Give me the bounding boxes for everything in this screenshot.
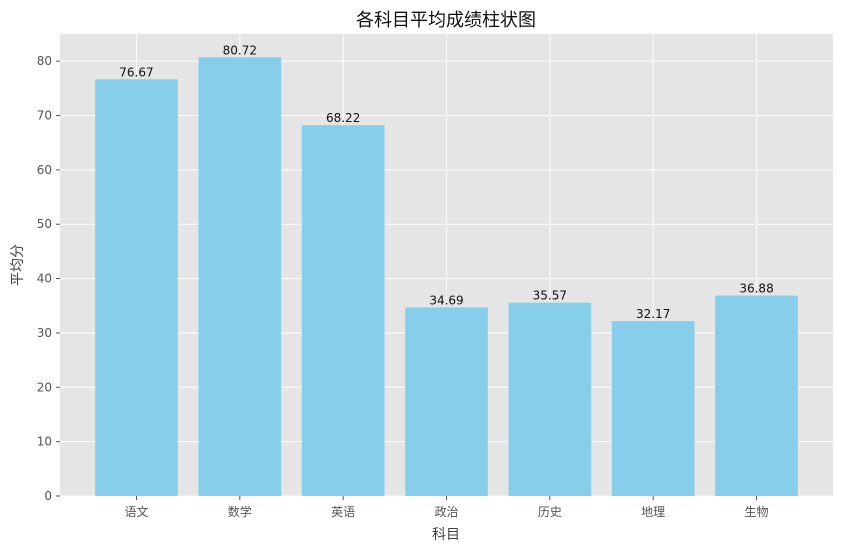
bar-value-label: 80.72 [223,43,257,57]
x-tick-label: 地理 [641,505,665,519]
chart-title: 各科目平均成绩柱状图 [356,10,536,31]
y-tick-label: 30 [37,326,52,340]
bar [611,321,695,496]
bar-value-label: 76.67 [119,65,153,79]
bar [405,307,488,496]
y-tick-label: 70 [37,109,52,123]
y-tick-label: 10 [37,435,52,449]
x-tick-label: 历史 [538,505,562,519]
bar [95,79,178,496]
y-axis: 0 10 20 30 40 50 60 70 80 [37,54,60,503]
bars [95,57,798,497]
bar [198,57,282,496]
y-tick-label: 80 [37,54,52,68]
y-tick-label: 50 [37,217,52,231]
bar [508,302,592,496]
bar-value-label: 34.69 [429,293,463,307]
x-tick-label: 政治 [434,505,458,519]
bar-value-label: 68.22 [326,111,360,125]
y-tick-label: 40 [37,272,52,286]
bar-value-label: 32.17 [636,307,670,321]
x-tick-label: 生物 [745,505,769,519]
x-tick-label: 语文 [124,504,148,519]
bar [715,295,798,496]
x-axis-label: 科目 [432,527,460,543]
x-tick-label: 英语 [331,505,355,519]
data-labels: 76.67 80.72 68.22 34.69 35.57 32.17 36.88 [119,43,773,321]
bar-value-label: 36.88 [739,282,773,296]
x-axis: 语文 数学 英语 政治 历史 地理 生物 [124,496,769,519]
y-tick-label: 60 [37,163,52,177]
bar-value-label: 35.57 [533,289,567,303]
y-axis-label: 平均分 [10,244,26,286]
bar [301,125,385,497]
y-tick-label: 0 [44,489,52,503]
y-tick-label: 20 [37,380,52,394]
x-tick-label: 数学 [228,504,252,519]
